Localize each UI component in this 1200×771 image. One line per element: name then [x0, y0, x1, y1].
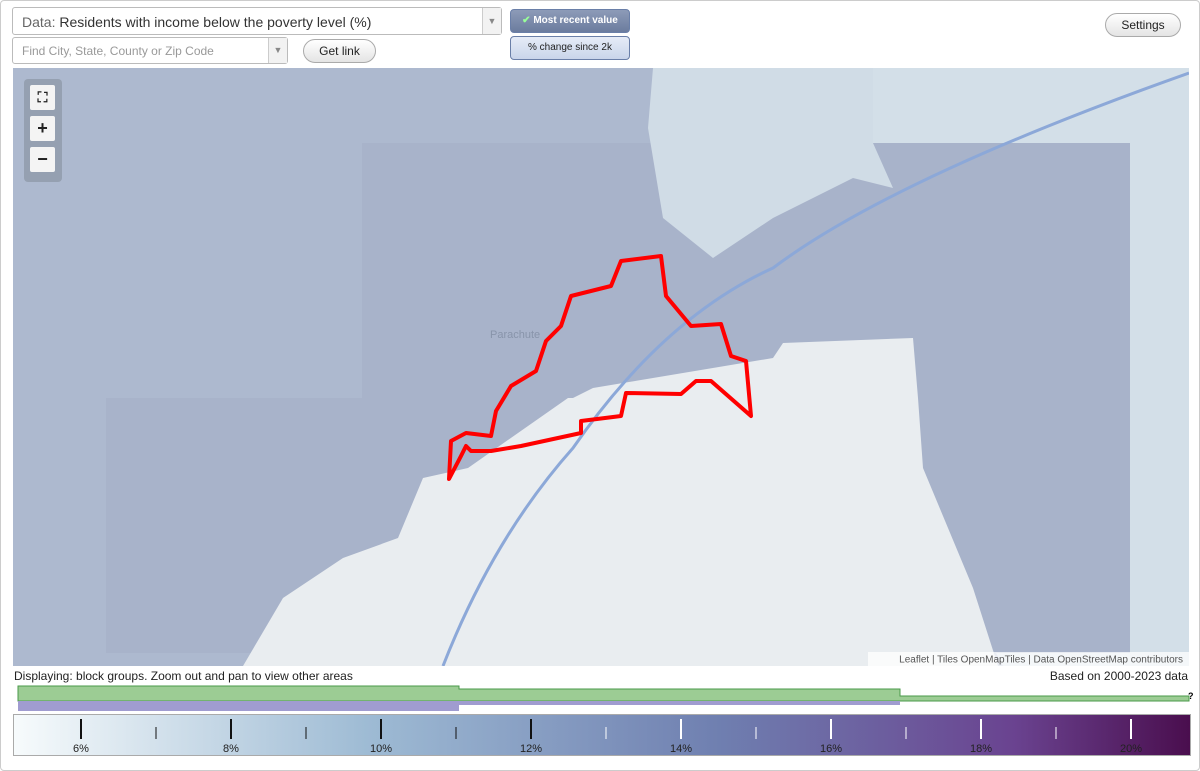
zoom-in-button[interactable]: +: [30, 116, 55, 141]
displaying-text: Displaying: block groups. Zoom out and p…: [14, 669, 353, 683]
color-legend: 6% 8% 10% 12% 14% 16% 18% 20%: [13, 714, 1191, 756]
most-recent-label: Most recent value: [533, 15, 618, 26]
legend-label: 10%: [370, 743, 392, 755]
place-label: Parachute: [490, 329, 540, 341]
selected-area-outline: [447, 254, 753, 481]
legend-gradient: [14, 715, 1190, 755]
search-placeholder: Find City, State, County or Zip Code: [22, 44, 214, 58]
help-icon[interactable]: ?: [1188, 691, 1194, 701]
coverage-bars: [17, 685, 1190, 711]
get-link-button[interactable]: Get link: [303, 39, 376, 63]
dropdown-arrow[interactable]: ▼: [268, 38, 287, 63]
data-select-value: Residents with income below the poverty …: [59, 14, 372, 30]
based-on-text: Based on 2000-2023 data: [1049, 669, 1188, 683]
region: [648, 68, 893, 258]
coverage-bar: [18, 701, 459, 711]
region: [243, 338, 998, 666]
attribution-bg: [868, 652, 1189, 666]
data-label: Data:: [22, 14, 56, 30]
legend-scale: 6% 8% 10% 12% 14% 16% 18% 20%: [14, 715, 1190, 755]
check-icon: ✔: [522, 15, 531, 26]
data-select[interactable]: Data: Residents with income below the po…: [12, 7, 502, 35]
coverage-bar: [17, 685, 1190, 702]
map[interactable]: Parachute Leaflet | Tiles OpenMapTiles |…: [13, 68, 1189, 666]
fullscreen-button[interactable]: ⛶: [30, 85, 55, 110]
dropdown-arrow[interactable]: ▼: [482, 8, 501, 34]
legend-label: 20%: [1120, 743, 1142, 755]
attribution: Leaflet | Tiles OpenMapTiles | Data Open…: [899, 655, 1183, 666]
zoom-control: ⛶ + −: [24, 79, 62, 182]
legend-label: 6%: [73, 743, 89, 755]
legend-label: 16%: [820, 743, 842, 755]
legend-label: 12%: [520, 743, 542, 755]
legend-label: 14%: [670, 743, 692, 755]
legend-label: 18%: [970, 743, 992, 755]
search-box[interactable]: Find City, State, County or Zip Code ▼: [12, 37, 288, 64]
pct-change-toggle[interactable]: % change since 2k: [510, 36, 630, 60]
most-recent-toggle[interactable]: ✔ Most recent value: [510, 9, 630, 33]
settings-button[interactable]: Settings: [1105, 13, 1181, 37]
zoom-out-button[interactable]: −: [30, 147, 55, 172]
river: [441, 71, 1189, 666]
coverage-bar: [459, 701, 900, 705]
legend-label: 8%: [223, 743, 239, 755]
